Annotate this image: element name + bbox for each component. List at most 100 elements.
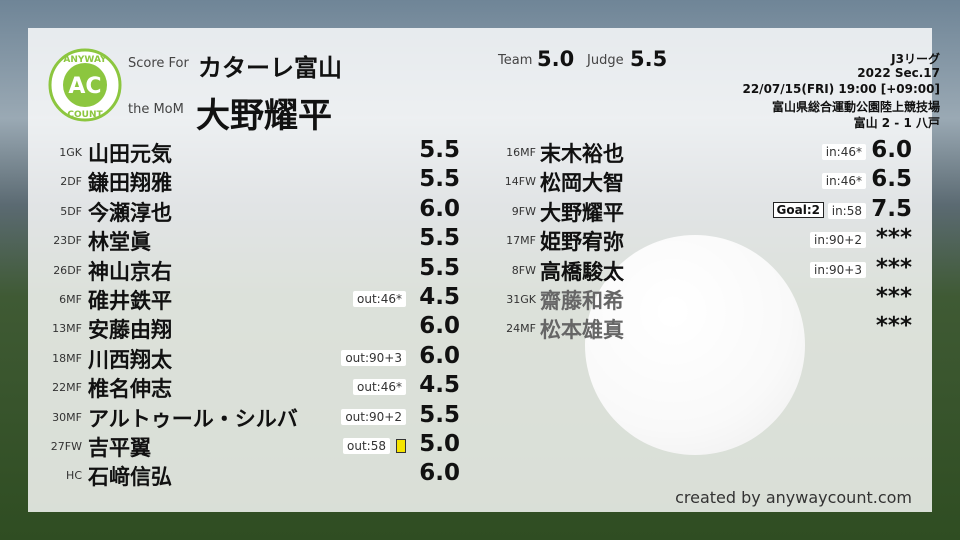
team-score: 5.0 (537, 47, 575, 71)
player-score: 7.5 (871, 195, 912, 222)
player-score: 6.0 (871, 137, 912, 163)
team: カターレ富山 (198, 54, 342, 82)
player-num: 8 (511, 263, 519, 277)
player-num: 24 (506, 322, 521, 336)
player-name: 山田元気 (88, 142, 172, 166)
player-name: アルトゥール・シルバ (88, 406, 298, 431)
venue: 富山県総合運動公園陸上競技場 (771, 100, 940, 114)
player-num: 23 (53, 234, 68, 248)
player-num: 6 (59, 293, 67, 306)
player-num: 17 (506, 234, 521, 248)
sub-note: out:90+3 (341, 349, 406, 366)
mom-label: the MoM (128, 102, 184, 117)
season: 2022 Sec.17 (857, 66, 940, 80)
player-score: 6.0 (419, 342, 460, 369)
sub-note: out:46* (353, 379, 406, 396)
logo-bottom: COUNT (67, 110, 103, 120)
player-pos: FW (64, 440, 82, 453)
sub-note: in:90+2 (810, 232, 866, 249)
player-name: 姫野宥弥 (540, 230, 624, 255)
player-position: 14FW (476, 175, 536, 188)
player-name: 末木裕也 (540, 142, 624, 166)
player-name: 吉平翼 (88, 436, 151, 460)
player-pos: MF (520, 146, 536, 159)
player-num: 1 (59, 146, 67, 159)
player-pos: MF (66, 322, 82, 336)
player-name: 松本雄真 (540, 318, 624, 343)
logo: AC ANYWAY COUNT (48, 48, 122, 122)
player-name: 高橋駿太 (540, 259, 624, 284)
player-position: 5DF (22, 205, 82, 218)
player-position: 8FW (476, 264, 536, 277)
player-score: 6.5 (871, 166, 912, 193)
player-position: 27FW (22, 440, 82, 453)
player-score: 5.5 (419, 166, 460, 193)
player-num: 13 (52, 322, 67, 336)
league: J3リーグ (891, 52, 940, 66)
player-name: 林堂眞 (88, 230, 151, 255)
player-num: 18 (52, 351, 67, 365)
player-position: 13MF (22, 322, 82, 335)
player-pos: DF (67, 175, 82, 189)
player-position: HC (22, 469, 82, 482)
player-pos: GK (520, 293, 536, 306)
player-name: 大野耀平 (540, 200, 624, 225)
player-position: 1GK (22, 146, 82, 159)
player-name: 安藤由翔 (88, 318, 172, 343)
player-score: 5.0 (419, 431, 460, 457)
judge-label: Judge (587, 53, 624, 68)
player-score: *** (875, 313, 912, 340)
player-position: 31GK (476, 293, 536, 306)
player-name: 椎名伸志 (88, 377, 172, 402)
player-pos: FW (518, 204, 536, 218)
player-pos: DF (67, 234, 82, 248)
player-position: 30MF (22, 411, 82, 424)
player-position: 26DF (22, 264, 82, 277)
player-num: 16 (506, 146, 521, 159)
player-position: 17MF (476, 234, 536, 247)
player-pos: FW (518, 263, 536, 277)
sub-note: in:90+3 (810, 261, 866, 278)
player-pos: FW (518, 175, 536, 189)
player-position: 6MF (22, 293, 82, 306)
player-position: 24MF (476, 322, 536, 335)
player-name: 碓井鉄平 (88, 289, 172, 313)
player-position: 9FW (476, 205, 536, 218)
player-num: 2 (60, 175, 68, 189)
player-score: *** (875, 225, 912, 252)
player-num: 22 (52, 381, 67, 395)
player-name: 川西翔太 (88, 347, 172, 372)
player-pos: MF (520, 234, 536, 248)
player-position: 23DF (22, 234, 82, 247)
sub-note: out:90+2 (341, 408, 406, 425)
team-label: Team (498, 53, 533, 68)
player-score: 4.5 (419, 372, 460, 399)
result: 富山 2 - 1 八戸 (853, 116, 940, 130)
logo-top: ANYWAY (63, 55, 107, 65)
player-name: 齋藤和希 (540, 289, 624, 313)
sub-note: out:46* (353, 291, 406, 307)
datetime: 22/07/15(FRI) 19:00 [+09:00] (742, 82, 940, 96)
player-position: 2DF (22, 175, 82, 188)
player-num: 31 (506, 293, 521, 306)
player-pos: DF (67, 204, 82, 218)
player-name: 鎌田翔雅 (88, 171, 172, 196)
player-pos: GK (66, 146, 82, 159)
player-pos: MF (66, 351, 82, 365)
player-score: 5.5 (419, 254, 460, 281)
player-position: 22MF (22, 381, 82, 394)
player-score: 5.5 (419, 225, 460, 252)
player-score: *** (875, 284, 912, 310)
sub-note: in:46* (821, 173, 866, 190)
player-position: 16MF (476, 146, 536, 159)
player-score: 6.0 (419, 313, 460, 340)
logo-mark: AC (68, 74, 101, 99)
player-pos: DF (67, 263, 82, 277)
player-position: 18MF (22, 352, 82, 365)
yellow-card (396, 439, 406, 453)
player-pos: MF (66, 293, 82, 306)
player-score: 5.5 (419, 137, 460, 163)
player-num: 27 (50, 440, 65, 453)
score-for-label: Score For (128, 56, 189, 71)
